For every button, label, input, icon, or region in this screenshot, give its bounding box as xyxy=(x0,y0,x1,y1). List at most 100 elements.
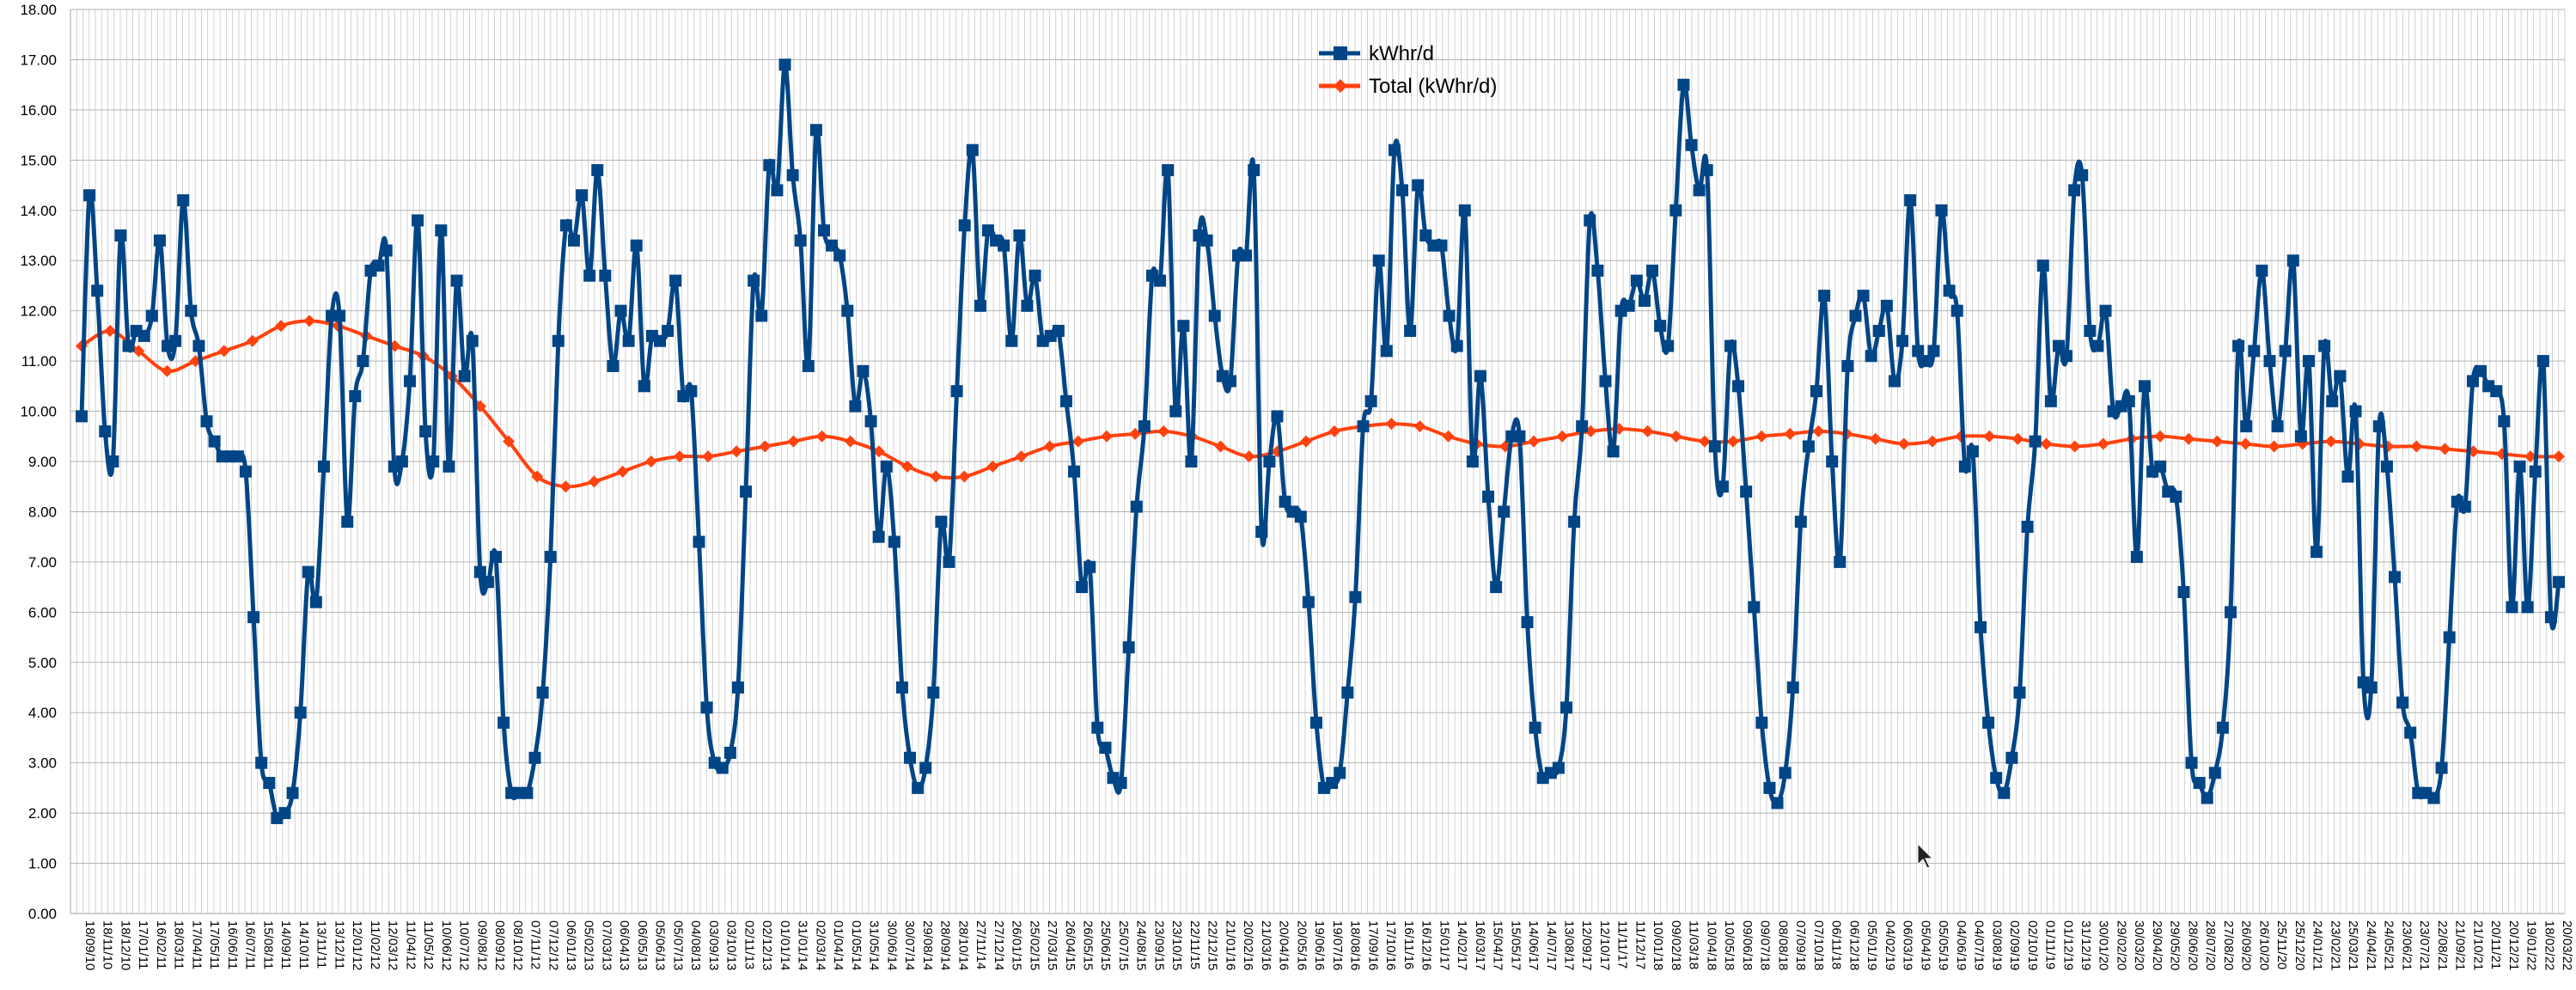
data-point xyxy=(1091,721,1104,734)
x-tick-label: 25/07/15 xyxy=(1116,920,1131,970)
data-point xyxy=(1888,375,1901,388)
x-tick-label: 14/10/11 xyxy=(296,920,311,969)
x-tick-label: 14/02/17 xyxy=(1455,920,1469,970)
data-point xyxy=(1029,269,1041,282)
data-point xyxy=(2286,254,2299,267)
data-point xyxy=(2248,345,2261,358)
data-point xyxy=(380,244,393,257)
x-tick-label: 13/11/11 xyxy=(314,920,329,969)
x-tick-label: 05/01/19 xyxy=(1865,920,1879,970)
data-point xyxy=(872,445,885,458)
legend-label: kWhr/d xyxy=(1369,42,1434,65)
data-point xyxy=(559,219,572,232)
x-tick-label: 16/07/11 xyxy=(243,920,258,969)
data-point xyxy=(927,686,940,699)
x-tick-label: 23/02/21 xyxy=(2328,920,2342,970)
data-point xyxy=(1013,229,1026,241)
data-point xyxy=(2068,184,2081,197)
data-point xyxy=(2553,576,2565,589)
data-point xyxy=(1556,430,1569,443)
x-tick-label: 06/04/13 xyxy=(617,920,632,970)
data-point xyxy=(1059,394,1072,407)
data-point xyxy=(1263,455,1276,468)
x-tick-label: 24/04/21 xyxy=(2364,920,2378,970)
data-point xyxy=(302,565,314,578)
data-point xyxy=(1084,560,1096,573)
data-point xyxy=(2302,355,2315,368)
x-tick-label: 01/12/19 xyxy=(2060,920,2075,970)
data-point xyxy=(2239,437,2252,450)
legend-marker xyxy=(1334,46,1347,60)
data-point xyxy=(576,189,589,202)
data-point xyxy=(809,124,822,137)
data-point xyxy=(2380,460,2393,473)
x-tick-label: 17/10/16 xyxy=(1383,920,1398,970)
x-tick-label: 26/09/20 xyxy=(2239,920,2254,970)
data-point xyxy=(503,435,516,448)
data-point xyxy=(1654,320,1667,333)
data-point xyxy=(1043,440,1056,453)
data-point xyxy=(2122,394,2135,407)
data-point xyxy=(1943,284,1956,297)
data-point xyxy=(2097,437,2109,450)
data-point xyxy=(1748,601,1761,614)
data-point xyxy=(2506,601,2518,614)
x-tick-label: 01/04/14 xyxy=(831,920,845,970)
data-point xyxy=(2208,767,2221,779)
data-point xyxy=(1880,299,1893,312)
data-point xyxy=(981,224,994,237)
x-tick-label: 23/09/15 xyxy=(1151,920,1166,970)
data-point xyxy=(1926,435,1938,448)
data-point xyxy=(1482,490,1495,503)
data-point xyxy=(255,756,268,769)
x-tick-label: 11/12/17 xyxy=(1633,920,1647,969)
data-point xyxy=(730,445,743,458)
x-tick-label: 18/03/11 xyxy=(172,920,186,969)
data-point xyxy=(1412,179,1425,192)
x-tick-label: 14/07/17 xyxy=(1544,920,1559,970)
data-point xyxy=(1334,767,1346,779)
data-point xyxy=(83,189,96,202)
data-point xyxy=(731,681,744,694)
data-point xyxy=(1357,420,1370,433)
x-tick-label: 15/08/11 xyxy=(260,920,275,969)
data-point xyxy=(349,390,362,403)
data-point xyxy=(1849,309,1862,322)
data-point xyxy=(1404,325,1417,338)
data-point xyxy=(497,716,510,729)
data-point xyxy=(950,385,963,398)
data-point xyxy=(1568,516,1581,529)
data-point xyxy=(2060,350,2073,363)
data-point xyxy=(817,224,830,237)
data-point xyxy=(849,400,862,412)
data-point xyxy=(1700,164,1713,177)
data-point xyxy=(912,781,925,794)
x-tick-label: 25/02/15 xyxy=(1027,920,1041,970)
data-point xyxy=(2389,571,2402,584)
x-tick-label: 03/09/13 xyxy=(706,920,721,970)
data-point xyxy=(2521,601,2534,614)
data-point xyxy=(1576,420,1589,433)
data-point xyxy=(2154,460,2167,473)
x-tick-label: 28/07/20 xyxy=(2203,920,2218,970)
data-point xyxy=(2029,435,2042,448)
data-point xyxy=(1208,309,1221,322)
data-point xyxy=(1364,394,1377,407)
data-point xyxy=(1990,772,2003,785)
data-point xyxy=(2529,465,2542,478)
data-point xyxy=(1242,450,1255,463)
data-point xyxy=(1727,435,1739,448)
data-point xyxy=(966,144,979,156)
y-tick-label: 1.00 xyxy=(28,856,57,872)
data-point xyxy=(114,229,127,241)
data-point xyxy=(794,234,807,247)
data-point xyxy=(1802,440,1815,453)
data-point xyxy=(1755,430,1768,443)
data-point xyxy=(1302,596,1315,608)
data-point xyxy=(263,777,276,790)
data-point xyxy=(2040,437,2053,450)
data-point xyxy=(1521,616,1534,629)
y-tick-label: 5.00 xyxy=(28,655,57,671)
data-point xyxy=(2130,551,2143,564)
x-tick-label: 08/10/12 xyxy=(510,920,525,970)
